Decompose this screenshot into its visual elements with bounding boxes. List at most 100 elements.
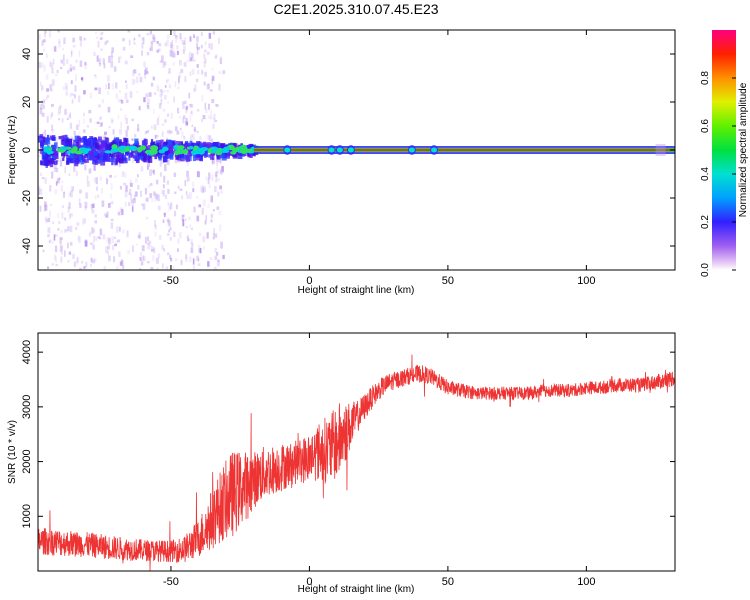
spectrogram-band-cell (69, 152, 75, 160)
spectrogram-noise-speck (129, 179, 132, 186)
spectrogram-band-cell (105, 145, 110, 149)
spectrogram-noise-speck (170, 258, 173, 262)
spectrogram-peak-blob (104, 150, 113, 154)
spectrogram-noise-speck (84, 63, 88, 70)
spectrogram-noise-speck (172, 62, 175, 66)
spectrogram-noise-speck (104, 41, 107, 46)
spectrogram-peak-blob (240, 148, 248, 154)
spectrogram-noise-speck (216, 170, 220, 173)
spectrogram-noise-speck (93, 51, 96, 57)
spectrogram-noise-speck (117, 239, 120, 243)
spectrogram-noise-speck (64, 229, 67, 233)
spectrogram-noise-speck (107, 75, 110, 82)
spectrogram-noise-speck (108, 126, 111, 129)
spectrogram-noise-speck (83, 112, 85, 117)
spectrogram-noise-speck (186, 160, 189, 167)
spectrogram-band-cell (92, 153, 96, 159)
spectrogram-noise-speck (193, 205, 196, 210)
spectrogram-noise-speck (96, 55, 99, 62)
spectrogram-noise-speck (218, 71, 221, 74)
spectrogram-noise-speck (193, 126, 196, 131)
spectrogram-noise-speck (168, 129, 171, 135)
spectrogram-band-cell (107, 155, 110, 162)
spectrogram-noise-speck (147, 129, 150, 135)
spectrogram-peak-blob (128, 145, 138, 151)
spectrogram-noise-speck (124, 201, 127, 207)
spectrogram-noise-speck (111, 201, 114, 205)
spectrogram-noise-speck (76, 124, 79, 130)
spectrogram-noise-speck (113, 135, 116, 139)
spectrogram-noise-speck (146, 105, 150, 110)
spectrogram-noise-speck (89, 242, 93, 246)
spectrogram-noise-speck (108, 236, 111, 241)
spectrogram-noise-speck (174, 126, 178, 132)
spectrogram-band-cell (64, 151, 69, 157)
spectrogram-noise-speck (108, 238, 111, 245)
spectrogram-y-tick-label: 20 (21, 96, 33, 108)
spectrogram-band-cell (217, 146, 222, 150)
spectrogram-noise-speck (67, 70, 70, 74)
spectrogram-noise-speck (60, 256, 63, 263)
spectrogram-noise-speck (78, 119, 81, 127)
spectrogram-noise-speck (168, 84, 172, 89)
spectrogram-noise-speck (203, 61, 206, 68)
spectrogram-noise-speck (78, 236, 81, 243)
spectrogram-band-cell (61, 135, 64, 142)
spectrogram-noise-speck (45, 96, 48, 101)
spectrogram-noise-speck (54, 234, 58, 237)
spectrogram-band-cell (54, 148, 57, 153)
spectrogram-noise-speck (165, 79, 169, 84)
spectrogram-noise-speck (41, 112, 45, 117)
spectrogram-band-cell (97, 158, 101, 164)
spectrogram-noise-speck (178, 72, 182, 79)
spectrogram-noise-speck (140, 261, 144, 266)
spectrogram-noise-speck (111, 47, 114, 53)
spectrogram-noise-speck (146, 130, 149, 133)
spectrogram-band-cell (135, 156, 139, 160)
spectrogram-noise-speck (43, 64, 46, 72)
spectrogram-noise-speck (175, 204, 178, 210)
spectrogram-noise-speck (38, 61, 41, 69)
spectrogram-noise-speck (184, 76, 187, 83)
colorbar-tick-label: 0.0 (700, 263, 711, 277)
spectrogram-noise-speck (66, 242, 69, 249)
spectrogram-noise-speck (189, 224, 191, 228)
spectrogram-noise-speck (168, 68, 171, 74)
spectrogram-band-cell (194, 152, 200, 158)
spectrogram-noise-speck (134, 191, 138, 198)
spectrogram-band-cell (45, 158, 50, 164)
spectrogram-noise-speck (66, 117, 69, 121)
spectrogram-noise-speck (215, 159, 219, 166)
spectrogram-noise-speck (145, 93, 149, 98)
spectrogram-noise-speck (94, 194, 97, 200)
spectrogram-noise-speck (45, 219, 49, 222)
spectrogram-noise-speck (166, 39, 169, 46)
spectrogram-carrier-burst-core (431, 147, 438, 153)
spectrogram-noise-speck (143, 61, 146, 68)
spectrogram-noise-speck (183, 45, 187, 51)
spectrogram-noise-speck (206, 134, 210, 140)
spectrogram-noise-speck (99, 228, 103, 236)
spectrogram-noise-speck (198, 232, 202, 237)
spectrogram-noise-speck (173, 96, 175, 103)
spectrogram-band-cell (192, 154, 196, 162)
spectrogram-noise-speck (163, 89, 166, 94)
spectrogram-noise-speck (52, 59, 55, 65)
spectrogram-noise-speck (179, 33, 182, 39)
spectrogram-noise-speck (222, 70, 226, 75)
spectrogram-band-cell (62, 157, 65, 161)
spectrogram-noise-speck (90, 204, 93, 209)
spectrogram-noise-speck (51, 68, 54, 74)
chart-title: C2E1.2025.310.07.45.E23 (273, 1, 438, 17)
spectrogram-y-label: Frequency (Hz) (7, 116, 18, 185)
spectrogram-noise-speck (108, 55, 111, 63)
spectrogram-noise-speck (192, 265, 195, 270)
spectrogram-noise-speck (145, 67, 148, 74)
spectrogram-band-cell (96, 142, 100, 150)
spectrogram-noise-speck (57, 228, 60, 231)
spectrogram-noise-speck (72, 37, 75, 43)
spectrogram-noise-speck (94, 257, 97, 262)
spectrogram-noise-speck (50, 124, 54, 132)
spectrogram-noise-speck (147, 260, 150, 264)
spectrogram-noise-speck (197, 257, 200, 262)
